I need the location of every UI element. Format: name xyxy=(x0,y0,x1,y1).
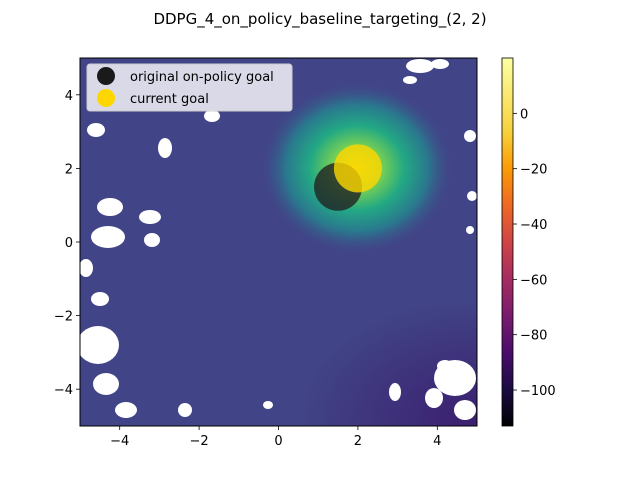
value-field-gap xyxy=(431,59,449,69)
colorbar-tick-label: −100 xyxy=(520,384,556,399)
y-tick-label: 4 xyxy=(65,89,73,104)
x-tick-label: 4 xyxy=(433,434,441,449)
value-field-gap xyxy=(389,383,401,401)
value-field-gap xyxy=(454,400,476,420)
x-axis: −4 −2 0 2 4 xyxy=(110,426,441,449)
y-tick-label: 0 xyxy=(65,236,73,251)
legend-marker-original-goal xyxy=(97,67,115,85)
legend-label-current-goal: current goal xyxy=(130,92,209,107)
colorbar-tick-label: −80 xyxy=(520,329,547,344)
plot-area xyxy=(77,58,640,480)
x-tick-label: 0 xyxy=(274,434,282,449)
value-field-gap xyxy=(115,402,137,418)
value-field-gap xyxy=(91,226,125,248)
y-tick-label: 2 xyxy=(65,162,73,177)
y-axis: −4 −2 0 2 4 xyxy=(54,89,80,398)
value-field-gap xyxy=(204,110,220,122)
value-field-gap xyxy=(406,59,434,73)
value-field-gap xyxy=(139,210,161,224)
value-field-gap xyxy=(403,76,417,84)
marker-current-goal xyxy=(334,144,382,192)
x-tick-label: −4 xyxy=(110,434,129,449)
colorbar-tick-label: −60 xyxy=(520,273,547,288)
legend: original on-policy goal current goal xyxy=(87,64,292,111)
colorbar-tick-label: 0 xyxy=(520,107,528,122)
value-field-gap xyxy=(144,233,160,247)
y-tick-label: −2 xyxy=(54,310,73,325)
legend-marker-current-goal xyxy=(97,89,115,107)
value-field-gap xyxy=(464,130,476,142)
value-field-gap xyxy=(91,292,109,306)
value-field-gap xyxy=(263,401,273,409)
legend-label-original-goal: original on-policy goal xyxy=(130,70,274,85)
value-field-gap xyxy=(77,326,119,364)
chart-title: DDPG_4_on_policy_baseline_targeting_(2, … xyxy=(153,10,486,29)
value-field-gap xyxy=(437,360,453,372)
value-field-gap xyxy=(158,138,172,158)
value-field-gap xyxy=(87,123,105,137)
value-field-gap xyxy=(425,388,443,408)
colorbar-tick-label: −40 xyxy=(520,218,547,233)
value-field-gap xyxy=(79,259,93,277)
x-tick-label: 2 xyxy=(354,434,362,449)
value-field-gap xyxy=(467,191,477,201)
colorbar-tick-label: −20 xyxy=(520,163,547,178)
value-field-gap xyxy=(93,373,119,395)
value-field-gap xyxy=(97,198,123,216)
colorbar-axis: 0 −20 −40 −60 −80 −100 xyxy=(513,107,556,399)
value-field-gap xyxy=(466,226,474,234)
y-tick-label: −4 xyxy=(54,383,73,398)
colorbar xyxy=(502,58,513,426)
x-tick-label: −2 xyxy=(190,434,209,449)
value-field-gap xyxy=(178,403,192,417)
